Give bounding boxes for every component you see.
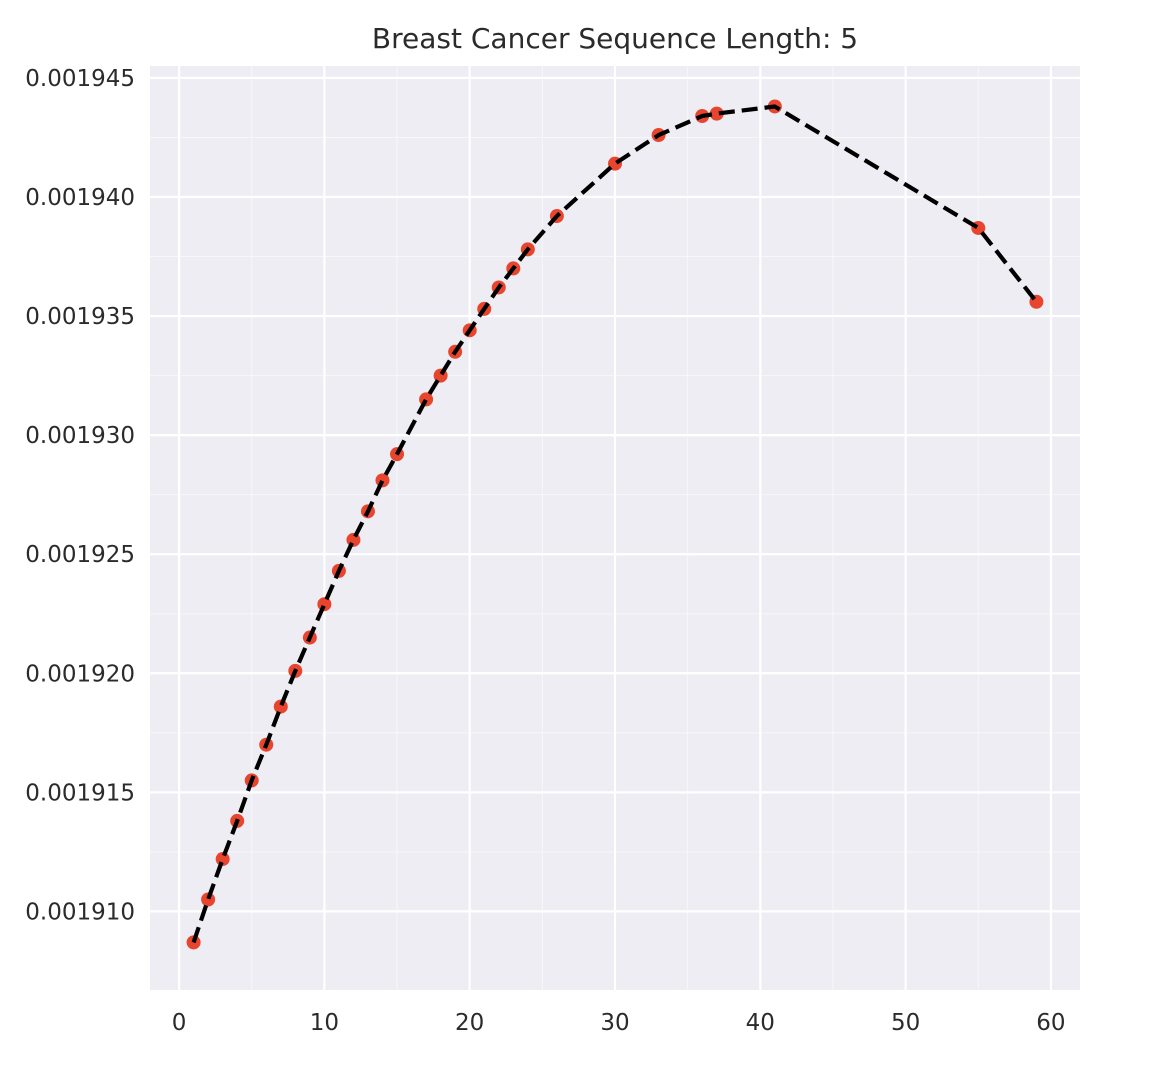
data-point xyxy=(201,892,216,907)
x-tick-label: 60 xyxy=(1036,1010,1065,1036)
chart-title: Breast Cancer Sequence Length: 5 xyxy=(372,22,858,55)
y-axis-ticks: 0.001910 0.001915 0.001920 0.001925 0.001930… xyxy=(25,66,135,926)
x-tick-label: 0 xyxy=(172,1010,187,1036)
grid-lines xyxy=(150,66,1080,990)
x-tick-label: 10 xyxy=(310,1010,339,1036)
y-tick-label: 0.001925 xyxy=(25,542,135,568)
series-line-layer xyxy=(191,104,1039,944)
x-tick-label: 20 xyxy=(455,1010,484,1036)
x-tick-label: 30 xyxy=(600,1010,629,1036)
x-tick-label: 40 xyxy=(746,1010,775,1036)
y-tick-label: 0.001935 xyxy=(25,304,135,330)
x-axis-ticks: 0 10 20 30 40 50 60 xyxy=(172,1010,1066,1036)
y-tick-label: 0.001920 xyxy=(25,661,135,687)
y-tick-label: 0.001910 xyxy=(25,899,135,925)
series-line xyxy=(191,104,1039,944)
x-tick-label: 50 xyxy=(891,1010,920,1036)
y-tick-label: 0.001930 xyxy=(25,423,135,449)
y-tick-label: 0.001915 xyxy=(25,780,135,806)
data-point xyxy=(709,106,724,121)
y-tick-label: 0.001945 xyxy=(25,66,135,92)
data-point xyxy=(346,532,361,547)
y-tick-label: 0.001940 xyxy=(25,185,135,211)
